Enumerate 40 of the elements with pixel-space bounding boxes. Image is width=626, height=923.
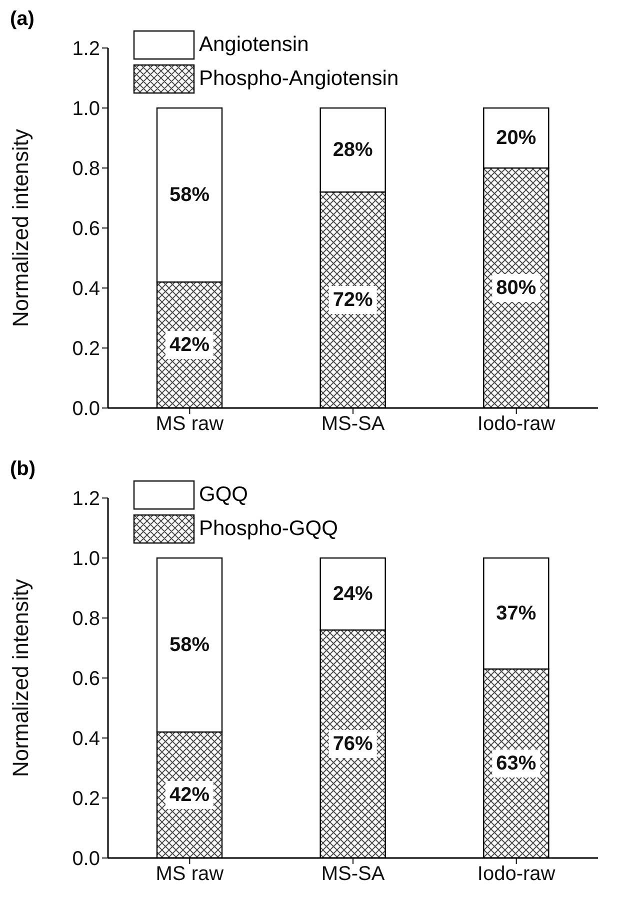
y-axis-title: Normalized intensity	[8, 578, 33, 778]
legend-label: Phospho-GQQ	[199, 517, 338, 541]
data-label: 24%	[332, 583, 374, 605]
x-tick-label: MS raw	[156, 863, 224, 886]
x-tick-label: Iodo-raw	[477, 413, 556, 436]
data-label: 42%	[169, 784, 210, 806]
y-tick-label: 1.0	[72, 98, 100, 120]
y-tick-label: 1.2	[72, 488, 100, 510]
y-axis-title: Normalized intensity	[8, 128, 33, 328]
data-label: 58%	[169, 634, 210, 656]
y-tick-label: 0.0	[72, 848, 100, 870]
data-label: 58%	[169, 184, 210, 206]
y-tick-label: 0.6	[72, 668, 100, 690]
y-tick-label: 0.4	[72, 728, 100, 750]
text: GQQ	[199, 483, 248, 507]
data-label: 28%	[332, 139, 374, 161]
legend-label: Phospho-Angiotensin	[199, 67, 399, 91]
y-tick-label: 0.0	[72, 398, 100, 420]
data-label: 72%	[332, 289, 374, 311]
y-tick-label: 1.2	[72, 38, 100, 60]
data-label: 37%	[496, 602, 536, 624]
data-label: 42%	[169, 334, 210, 356]
y-tick-label: 0.8	[72, 158, 100, 180]
y-tick-label: 1.0	[72, 548, 100, 570]
data-label: 63%	[496, 752, 536, 774]
chart-title: (b)	[10, 458, 36, 481]
data-label: 20%	[496, 127, 536, 149]
y-tick-label: 0.2	[72, 788, 100, 810]
x-tick-label: MS raw	[156, 413, 224, 436]
x-tick-label: MS-SA	[321, 413, 386, 436]
x-tick-label: Iodo-raw	[477, 863, 556, 886]
y-tick-label: 0.8	[72, 608, 100, 630]
chart-title: (a)	[10, 8, 34, 31]
x-tick-label: MS-SA	[321, 863, 386, 886]
data-label: 80%	[496, 277, 536, 299]
y-tick-label: 0.2	[72, 338, 100, 360]
y-tick-label: 0.4	[72, 278, 100, 300]
y-tick-label: 0.6	[72, 218, 100, 240]
data-label: 76%	[332, 733, 374, 755]
text: Angiotensin	[199, 33, 309, 57]
